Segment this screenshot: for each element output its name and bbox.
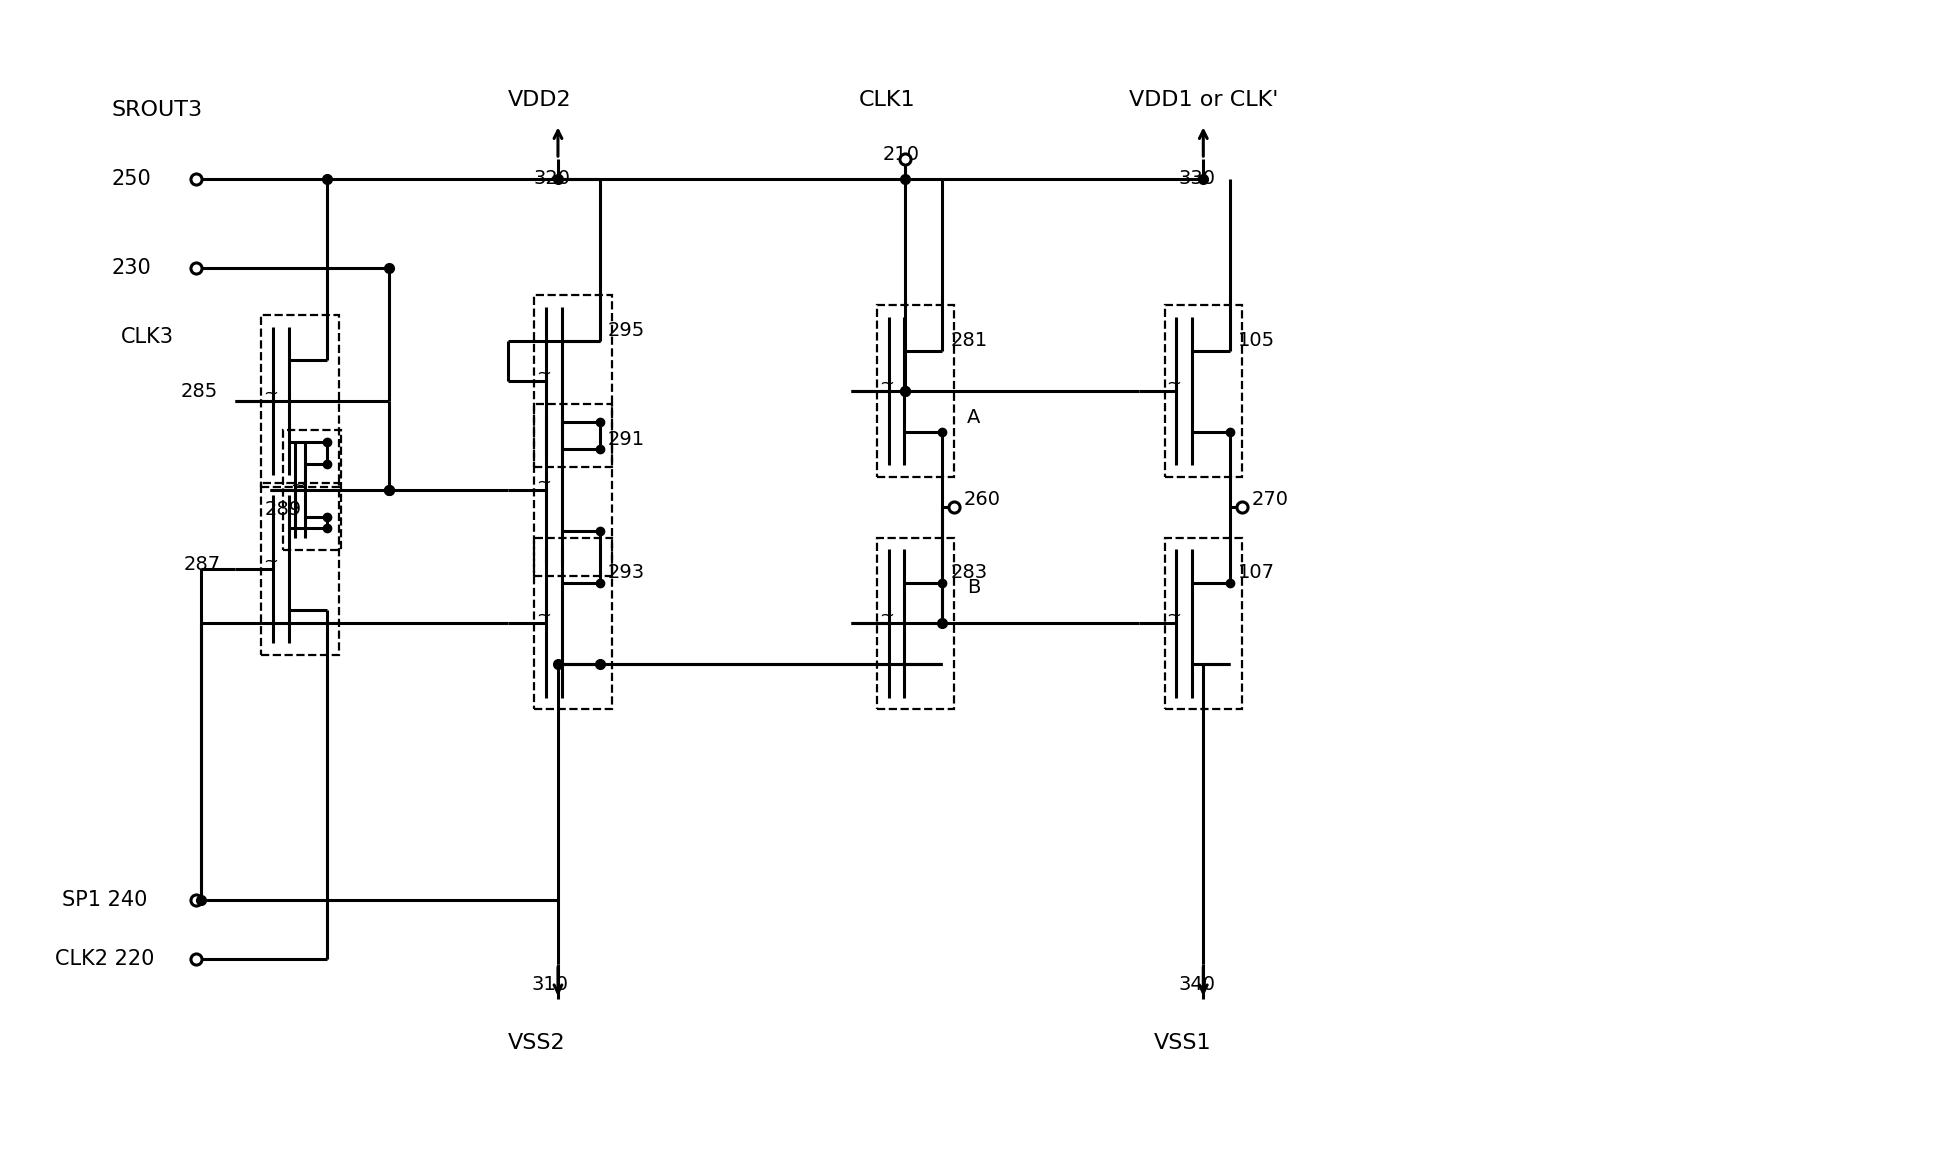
Text: 330: 330 xyxy=(1178,169,1216,189)
Text: 340: 340 xyxy=(1178,975,1216,993)
Text: 105: 105 xyxy=(1238,331,1275,350)
Text: VSS2: VSS2 xyxy=(507,1034,566,1054)
Text: 320: 320 xyxy=(533,169,569,189)
Text: 260: 260 xyxy=(965,490,1001,509)
Text: VSS1: VSS1 xyxy=(1154,1034,1211,1054)
Text: A: A xyxy=(967,408,980,427)
Text: 295: 295 xyxy=(608,321,645,341)
Text: 230: 230 xyxy=(110,257,151,278)
Text: ~: ~ xyxy=(537,606,552,625)
Text: 287: 287 xyxy=(184,555,221,574)
Text: ~: ~ xyxy=(263,552,279,570)
Bar xyxy=(877,305,955,478)
Text: CLK3: CLK3 xyxy=(122,327,174,347)
Text: 291: 291 xyxy=(608,430,645,449)
Text: B: B xyxy=(967,578,980,597)
Bar xyxy=(535,296,612,467)
Text: 270: 270 xyxy=(1251,490,1288,509)
Bar xyxy=(1164,538,1242,709)
Text: CLK1: CLK1 xyxy=(858,89,916,110)
Text: VDD1 or CLK': VDD1 or CLK' xyxy=(1129,89,1278,110)
Text: 250: 250 xyxy=(110,169,151,189)
Bar xyxy=(535,404,612,576)
Text: SP1 240: SP1 240 xyxy=(62,890,147,910)
Text: ~: ~ xyxy=(291,476,304,494)
Text: ~: ~ xyxy=(1166,374,1182,393)
Text: 107: 107 xyxy=(1238,563,1275,582)
Bar xyxy=(261,315,339,487)
Text: VDD2: VDD2 xyxy=(507,89,571,110)
Text: ~: ~ xyxy=(879,374,893,393)
Text: 293: 293 xyxy=(608,563,645,582)
Text: 210: 210 xyxy=(883,145,920,163)
Text: ~: ~ xyxy=(879,606,893,625)
Bar xyxy=(535,538,612,709)
Text: 289: 289 xyxy=(265,501,302,519)
Text: ~: ~ xyxy=(537,473,552,491)
Text: 281: 281 xyxy=(951,331,988,350)
Bar xyxy=(1164,305,1242,478)
Text: SROUT3: SROUT3 xyxy=(110,100,201,119)
Text: ~: ~ xyxy=(1166,606,1182,625)
Text: ~: ~ xyxy=(537,364,552,382)
Bar xyxy=(877,538,955,709)
Bar xyxy=(261,483,339,655)
Text: 283: 283 xyxy=(951,563,988,582)
Text: ~: ~ xyxy=(263,385,279,402)
Text: 310: 310 xyxy=(531,975,568,993)
Bar xyxy=(283,430,341,551)
Text: 285: 285 xyxy=(180,381,219,401)
Text: CLK2 220: CLK2 220 xyxy=(54,949,153,969)
